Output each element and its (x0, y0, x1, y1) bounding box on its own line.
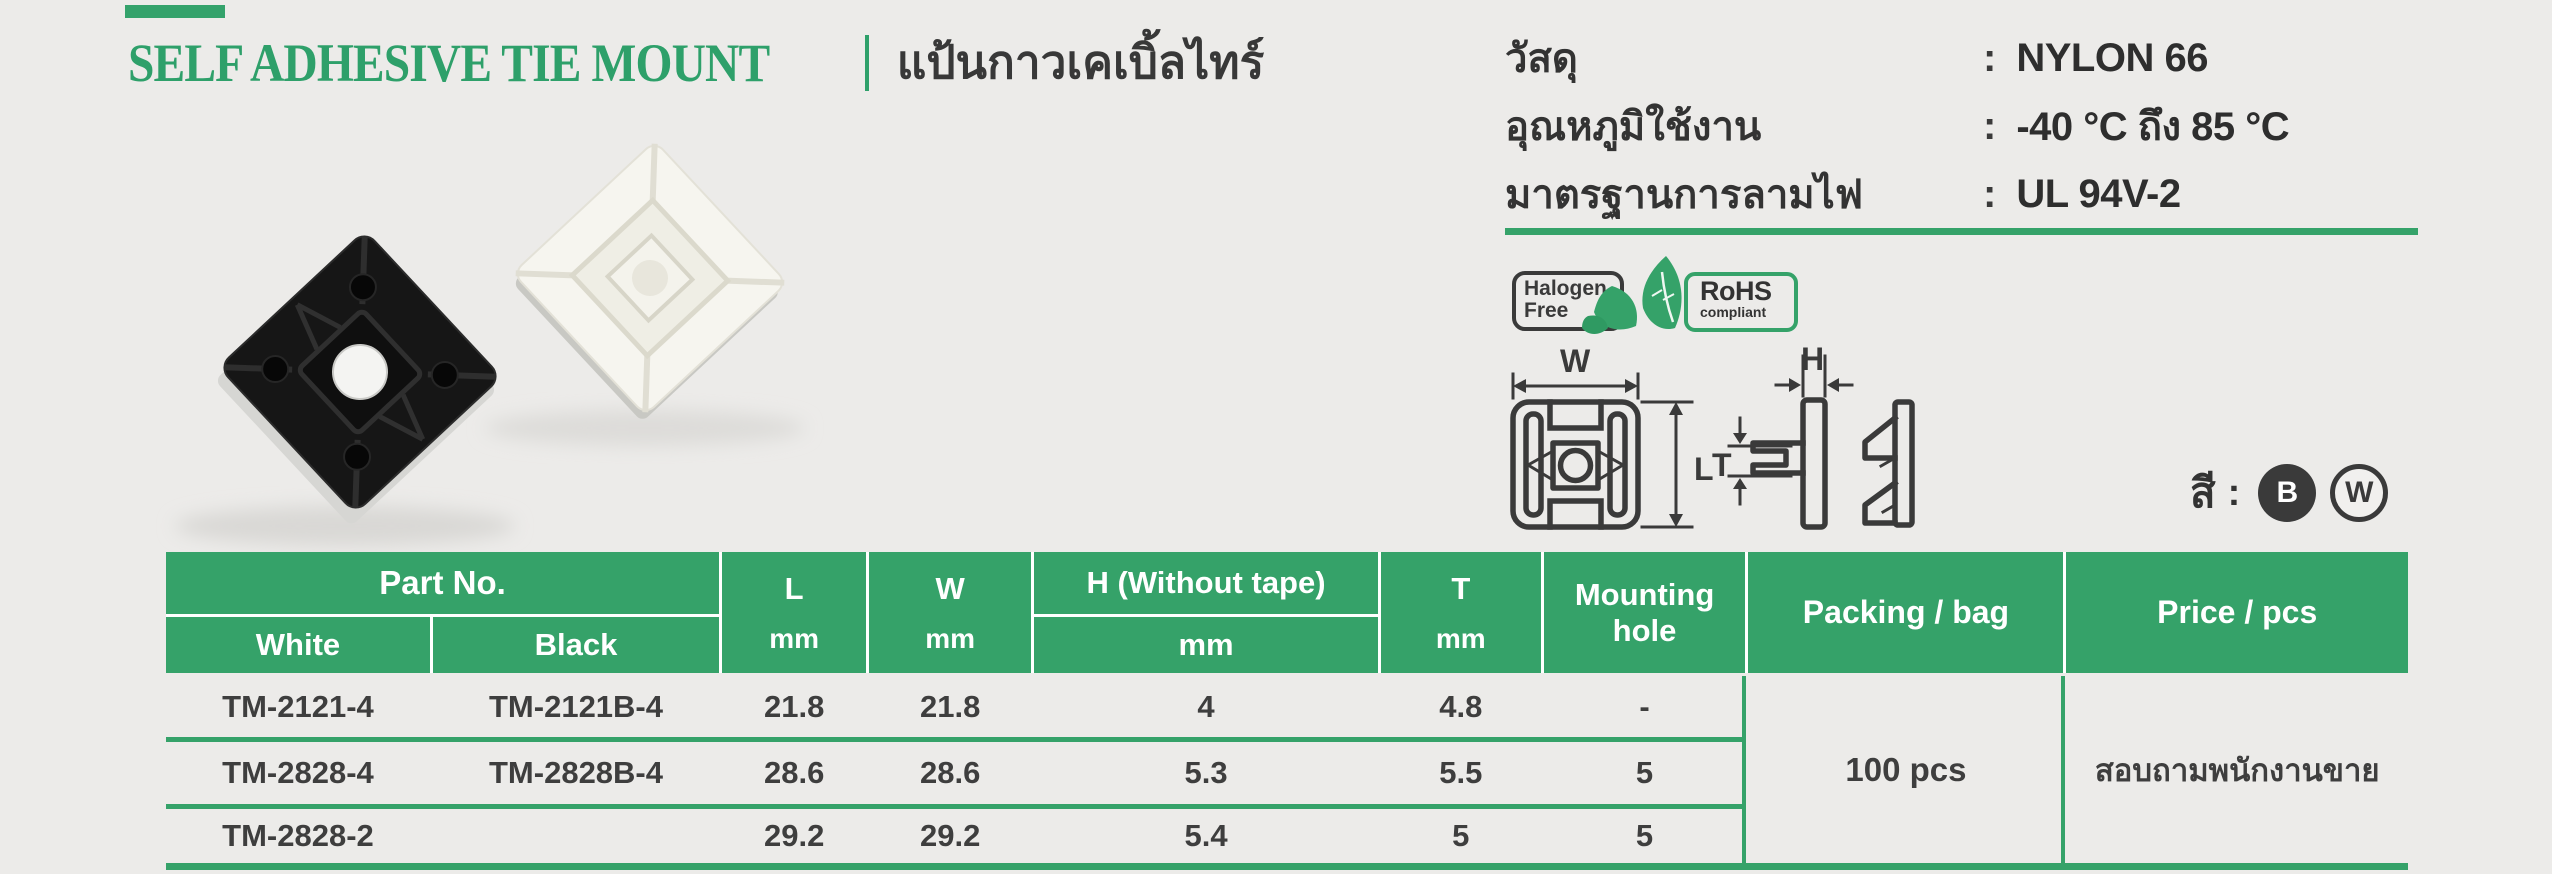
cell-t: 4.8 (1439, 689, 1483, 724)
green-accent-bar (125, 5, 225, 18)
header-h: H (Without tape) (1034, 552, 1378, 614)
product-photo-tie-mounts (175, 143, 805, 546)
header-black: Black (432, 617, 720, 673)
header-w-letter: W (935, 570, 965, 606)
color-colon: : (2227, 471, 2241, 514)
spec-row-temperature: อุณหภูมิใช้งาน : -40 °C ถึง 85 °C (1505, 92, 2420, 160)
drawing-side-view (1800, 397, 1828, 530)
dim-l-label: L (1694, 451, 1714, 487)
black-tie-mount (217, 235, 497, 524)
cell-l: 21.8 (763, 689, 825, 724)
cell-h: 5.3 (1184, 755, 1228, 790)
certification-badges: Halogen Free RoHS compliant (1512, 256, 1932, 346)
color-legend: สี : B W (2190, 460, 2389, 526)
table-bottom-border (166, 863, 2408, 870)
dim-w-label: W (1560, 343, 1591, 379)
title-divider (864, 34, 869, 91)
cell-l: 28.6 (763, 755, 825, 790)
spec-colon: : (1983, 103, 1997, 148)
white-tie-mount (515, 143, 785, 419)
dim-t-label: T (1712, 447, 1732, 483)
row-separator (166, 804, 1745, 809)
spec-label: วัสดุ (1505, 37, 1578, 81)
column-separator (1742, 676, 1747, 870)
cell-w: 28.6 (920, 755, 981, 790)
rohs-text: RoHS (1700, 276, 1772, 306)
drawing-top-view (1510, 399, 1641, 530)
header-t: T mm (1380, 552, 1541, 673)
header-packing: Packing / bag (1748, 552, 2064, 673)
row-separator (166, 737, 1745, 742)
spec-label: อุณหภูมิใช้งาน (1505, 105, 1762, 149)
cell-hole: - (1639, 689, 1650, 724)
cell-black-part: TM-2121B-4 (489, 689, 663, 724)
cell-white-part: TM-2121-4 (222, 689, 374, 724)
header-mounting-line2: hole (1612, 612, 1677, 648)
table-body: TM-2121-4 TM-2121B-4 21.8 21.8 4 4.8 - T… (166, 676, 2408, 870)
spec-underline (1505, 228, 2418, 235)
page-title: SELF ADHESIVE TIE MOUNT แป้นกาวเคเบิ้ลไท… (128, 26, 1264, 99)
cell-price: สอบถามพนักงานขาย (2094, 752, 2380, 788)
cell-t: 5.5 (1439, 755, 1483, 790)
color-black-badge: B (2258, 464, 2317, 522)
header-l: L mm (722, 552, 867, 673)
column-separator (2060, 676, 2065, 870)
product-table: Part No. White Black L mm W mm H (Withou… (166, 552, 2408, 870)
spec-row-material: วัสดุ : NYLON 66 (1505, 24, 2420, 92)
leaf-icon (1582, 286, 1637, 334)
header-h-unit: mm (1034, 617, 1378, 673)
dim-h-label: H (1801, 341, 1824, 377)
header-w-unit: mm (925, 622, 976, 654)
cell-hole: 5 (1635, 817, 1654, 853)
halogen-free-text2: Free (1524, 299, 1569, 322)
header-l-unit: mm (769, 622, 820, 654)
cell-t: 5 (1452, 817, 1470, 853)
halogen-free-text: Halogen (1524, 277, 1607, 300)
header-mounting-hole: Mounting hole (1543, 552, 1746, 673)
spec-row-flammability: มาตรฐานการลามไฟ : UL 94V-2 (1505, 160, 2420, 228)
header-l-letter: L (784, 570, 804, 606)
cell-h: 4 (1197, 689, 1215, 724)
header-white: White (166, 617, 430, 673)
spec-value: UL 94V-2 (2016, 171, 2181, 216)
dimension-drawing: W L H T (1510, 341, 1915, 530)
header-mounting-line1: Mounting (1574, 576, 1715, 612)
color-label: สี (2190, 469, 2216, 516)
header-price: Price / pcs (2066, 552, 2408, 673)
spec-colon: : (1983, 171, 1997, 216)
header-w: W mm (869, 552, 1032, 673)
spec-value: NYLON 66 (2016, 35, 2208, 80)
rohs-badge: RoHS compliant (1684, 272, 1798, 332)
cell-hole: 5 (1635, 755, 1654, 790)
cell-packing: 100 pcs (1845, 750, 1967, 788)
header-part-no: Part No. (166, 552, 720, 614)
cell-white-part: TM-2828-2 (222, 817, 374, 853)
rohs-compliant-text: compliant (1700, 304, 1767, 320)
cell-black-part: TM-2828B-4 (489, 755, 663, 790)
spec-label: มาตรฐานการลามไฟ (1505, 173, 1864, 217)
page-title-en: SELF ADHESIVE TIE MOUNT (128, 32, 770, 93)
drawing-profile-view (1862, 399, 1915, 528)
color-white-badge: W (2330, 464, 2389, 522)
page-title-th: แป้นกาวเคเบิ้ลไทร์ (896, 36, 1265, 88)
white-mount-shadow (485, 410, 805, 446)
cell-black-part (433, 808, 719, 863)
cell-l: 29.2 (763, 817, 825, 853)
table-header: Part No. White Black L mm W mm H (Withou… (166, 552, 2408, 673)
cell-white-part: TM-2828-4 (222, 755, 374, 790)
black-mount-shadow (175, 506, 515, 546)
cell-h: 5.4 (1184, 817, 1228, 853)
cell-w: 29.2 (920, 817, 981, 853)
cell-w: 21.8 (920, 689, 981, 724)
spec-colon: : (1983, 35, 1997, 80)
header-t-letter: T (1451, 570, 1471, 606)
header-t-unit: mm (1435, 622, 1486, 654)
leaf-icon (1642, 256, 1682, 330)
spec-list: วัสดุ : NYLON 66 อุณหภูมิใช้งาน : -40 °C… (1505, 24, 2420, 228)
spec-value: -40 °C ถึง 85 °C (2016, 105, 2290, 149)
